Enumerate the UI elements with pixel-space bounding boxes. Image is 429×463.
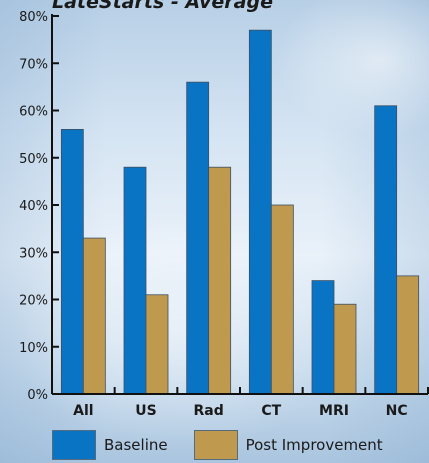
y-tick-label-70: 70% — [19, 57, 48, 72]
legend-item-post-improvement: Post Improvement — [193, 430, 383, 460]
y-tick-label-80: 80% — [19, 10, 48, 25]
chart-legend: Baseline Post Improvement — [52, 430, 409, 460]
y-tick-label-20: 20% — [19, 294, 48, 309]
legend-swatch-post-improvement — [193, 430, 238, 460]
bar-post-improvement-rad — [208, 166, 232, 395]
chart-title: LateStarts - Average — [52, 0, 273, 13]
bar-chart: 0% 10% 20% 30% 40% 50% 60% 70% 80% All US Rad CT MRI N… — [19, 10, 429, 419]
bar-post-improvement-mri — [333, 303, 357, 395]
y-tick-label-40: 40% — [19, 199, 48, 214]
x-tick-label-ct: CT — [261, 403, 281, 419]
bar-baseline-rad — [186, 81, 210, 395]
y-tick-label-50: 50% — [19, 152, 48, 167]
legend-label-post-improvement: Post Improvement — [245, 436, 383, 454]
bar-post-improvement-us — [145, 294, 169, 395]
bar-baseline-ct — [248, 29, 272, 395]
bar-post-improvement-nc — [396, 275, 420, 395]
legend-item-baseline: Baseline — [52, 430, 168, 460]
y-tick-label-60: 60% — [19, 105, 48, 120]
x-tick-label-rad: Rad — [194, 403, 224, 419]
x-tick-label-mri: MRI — [319, 403, 349, 419]
y-tick-label-0: 0% — [27, 388, 48, 403]
y-tick-label-30: 30% — [19, 246, 48, 261]
x-tick-label-nc: NC — [386, 403, 408, 419]
x-tick-label-all: All — [73, 403, 93, 419]
legend-label-baseline: Baseline — [104, 436, 168, 454]
bar-post-improvement-ct — [270, 204, 294, 395]
bar-baseline-all — [60, 128, 84, 395]
x-tick-label-us: US — [135, 403, 156, 419]
bar-post-improvement-all — [82, 237, 106, 395]
bar-baseline-us — [123, 166, 147, 395]
legend-swatch-baseline — [52, 430, 96, 460]
bar-baseline-mri — [311, 280, 335, 395]
y-tick-label-10: 10% — [19, 341, 48, 356]
bar-baseline-nc — [374, 105, 398, 395]
